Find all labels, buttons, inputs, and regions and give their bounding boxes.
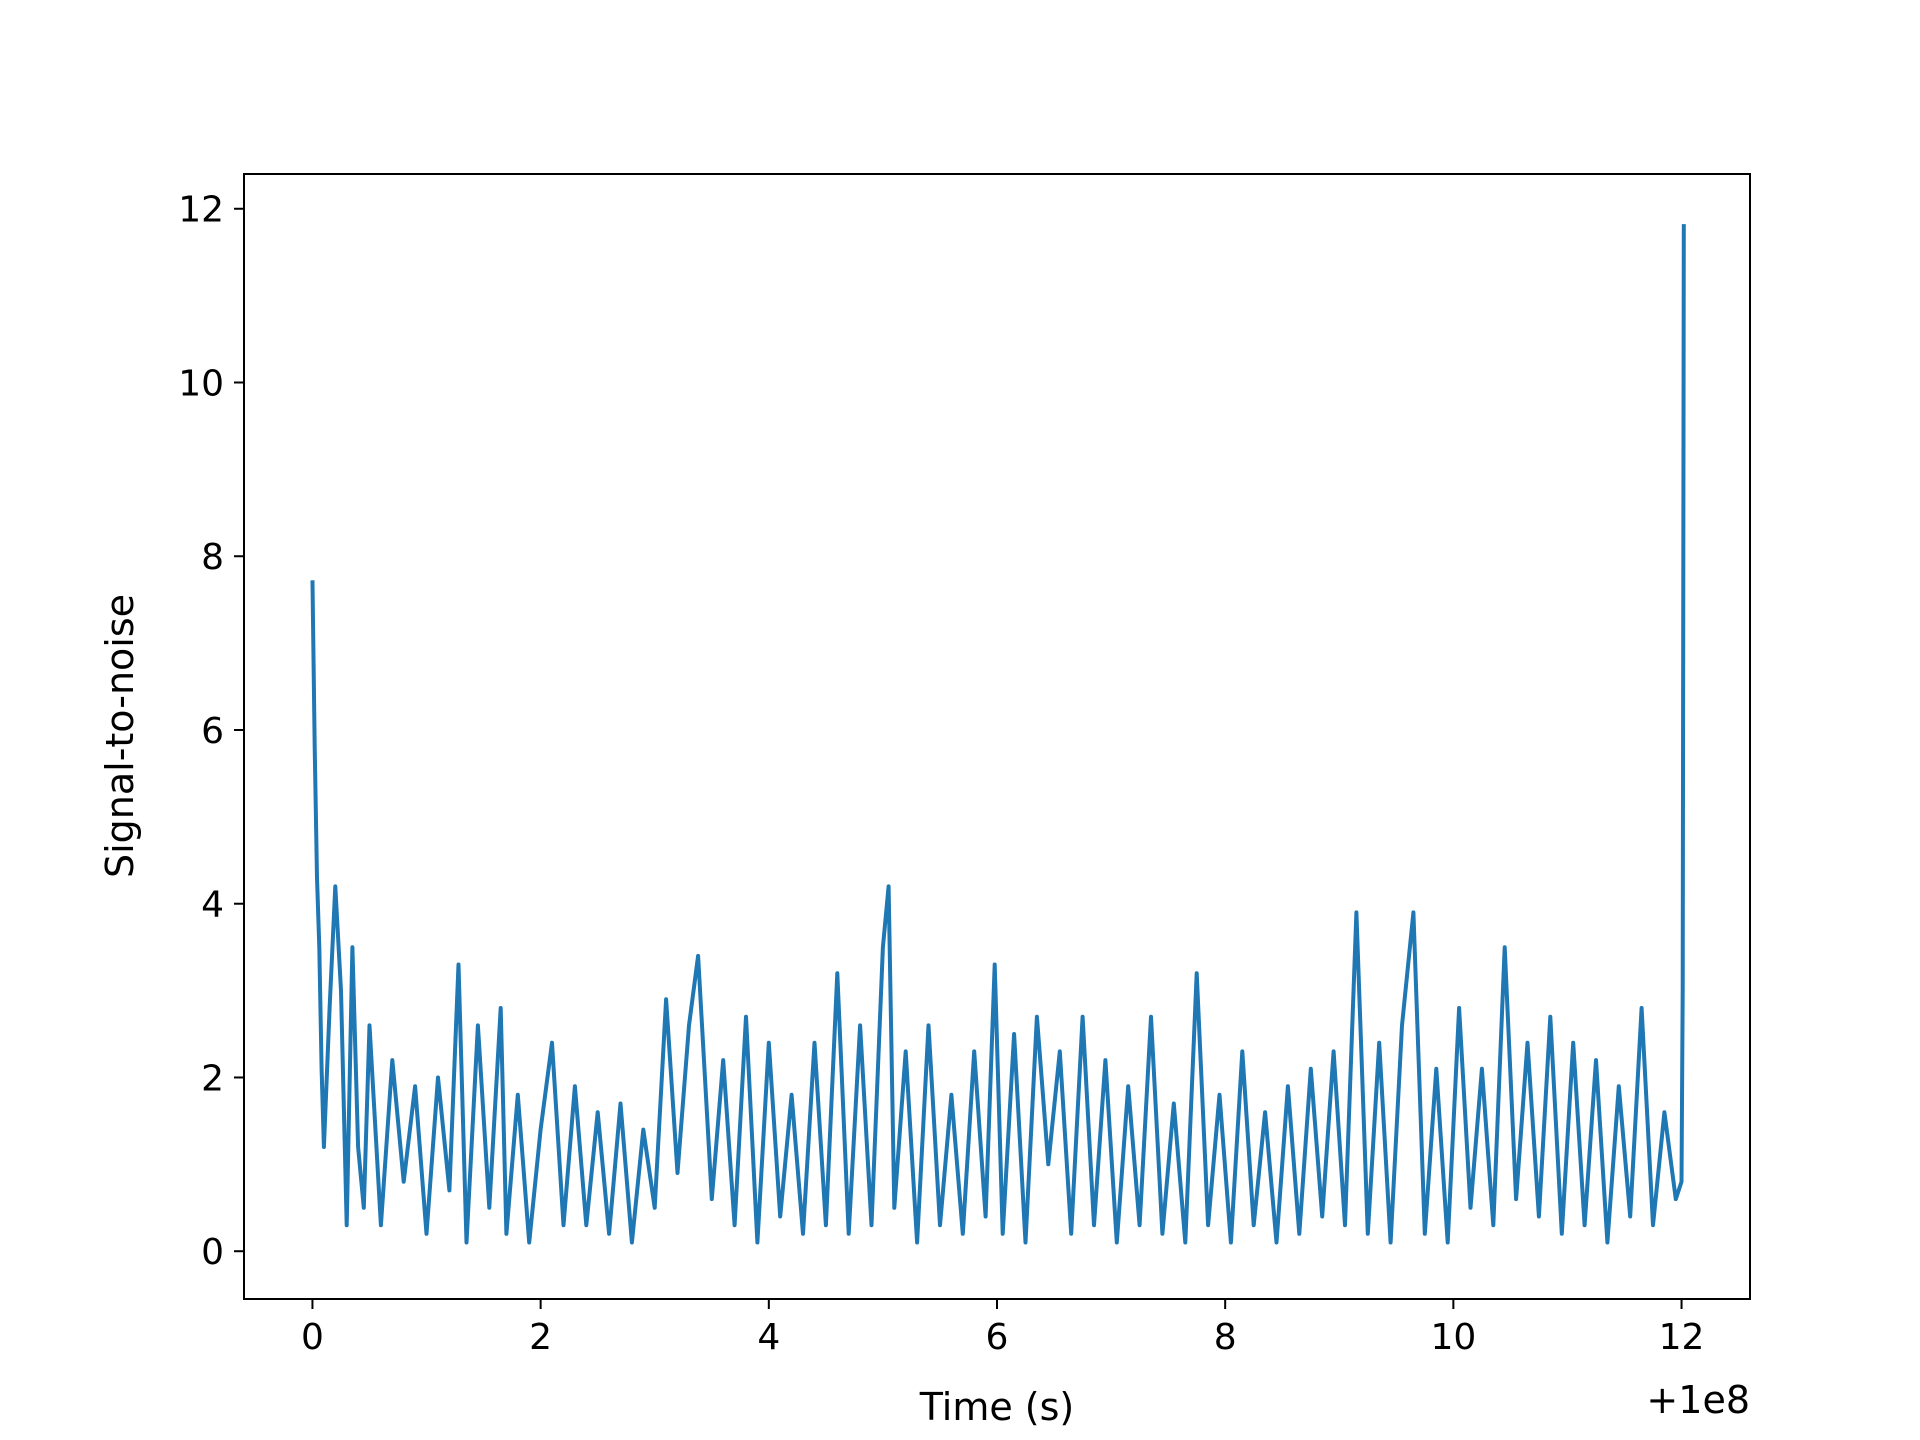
y-tick-label: 8 xyxy=(201,537,224,578)
x-tick-label: 6 xyxy=(986,1317,1009,1358)
y-tick-label: 2 xyxy=(201,1058,224,1099)
y-tick-label: 0 xyxy=(201,1232,224,1273)
series-line xyxy=(310,224,1686,1245)
y-tick-label: 6 xyxy=(201,711,224,752)
y-axis-label: Signal-to-noise xyxy=(98,594,142,878)
y-tick-label: 4 xyxy=(201,885,224,926)
y-tick-label: 12 xyxy=(178,190,224,231)
x-tick-label: 2 xyxy=(529,1317,552,1358)
y-tick-label: 10 xyxy=(178,363,224,404)
x-tick-label: 12 xyxy=(1659,1317,1705,1358)
x-tick-label: 0 xyxy=(301,1317,324,1358)
x-tick-label: 8 xyxy=(1214,1317,1237,1358)
x-tick-label: 4 xyxy=(757,1317,780,1358)
y-axis: 0 2 4 6 8 10 12 xyxy=(178,190,244,1273)
x-axis: 0 2 4 6 8 10 12 xyxy=(301,1299,1704,1358)
x-axis-offset-label: +1e8 xyxy=(1646,1378,1750,1422)
x-tick-label: 10 xyxy=(1430,1317,1476,1358)
x-axis-label: Time (s) xyxy=(919,1385,1075,1429)
